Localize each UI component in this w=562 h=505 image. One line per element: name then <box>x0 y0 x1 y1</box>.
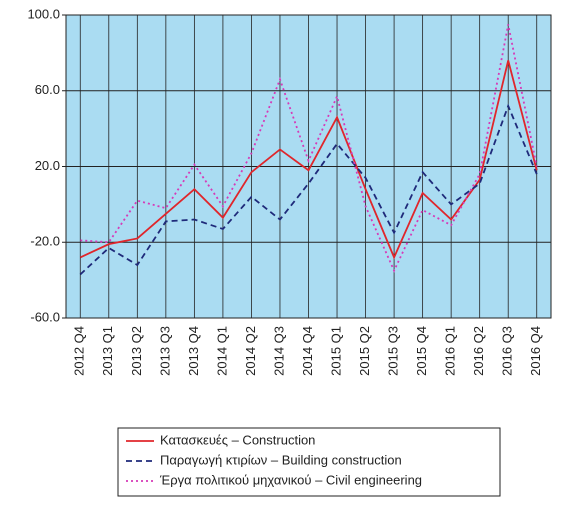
x-tick-label: 2016 Q3 <box>500 326 515 376</box>
x-tick-label: 2015 Q2 <box>357 326 372 376</box>
legend-label: Κατασκευές – Construction <box>160 432 315 447</box>
x-tick-label: 2013 Q4 <box>186 326 201 376</box>
y-tick-label: 20.0 <box>35 158 60 173</box>
x-tick-label: 2016 Q1 <box>443 326 458 376</box>
x-tick-label: 2012 Q4 <box>72 326 87 376</box>
x-tick-label: 2016 Q2 <box>471 326 486 376</box>
y-tick-label: 60.0 <box>35 82 60 97</box>
x-tick-label: 2015 Q3 <box>386 326 401 376</box>
x-tick-label: 2014 Q4 <box>300 326 315 376</box>
x-tick-label: 2013 Q1 <box>100 326 115 376</box>
y-tick-label: -60.0 <box>30 309 60 324</box>
y-tick-label: -20.0 <box>30 234 60 249</box>
series-line <box>79 103 538 276</box>
series-line <box>79 60 538 260</box>
x-tick-label: 2014 Q1 <box>214 326 229 376</box>
legend-label: Έργα πολιτικού μηχανικού – Civil enginee… <box>159 472 422 487</box>
series-line <box>80 24 538 273</box>
legend-label: Παραγωγή κτιρίων – Building construction <box>160 452 402 467</box>
x-tick-label: 2016 Q4 <box>528 326 543 376</box>
x-tick-label: 2013 Q3 <box>157 326 172 376</box>
y-tick-label: 100.0 <box>27 6 60 21</box>
x-tick-label: 2014 Q3 <box>271 326 286 376</box>
x-tick-label: 2015 Q4 <box>414 326 429 376</box>
x-tick-label: 2014 Q2 <box>243 326 258 376</box>
x-tick-label: 2015 Q1 <box>328 326 343 376</box>
x-tick-label: 2013 Q2 <box>129 326 144 376</box>
legend-box <box>117 427 501 497</box>
